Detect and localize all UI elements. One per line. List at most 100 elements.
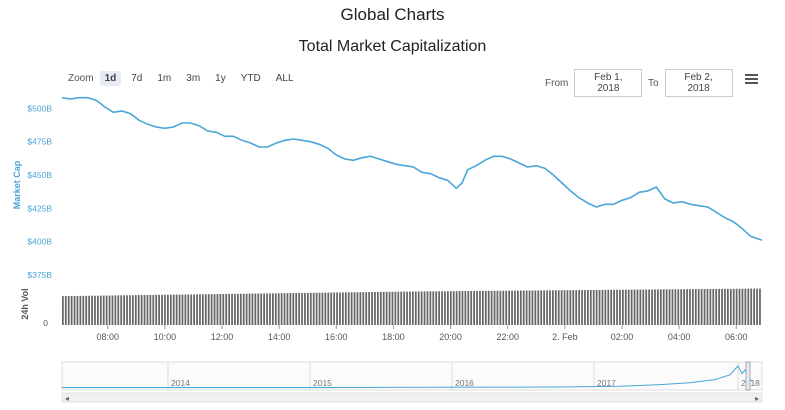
volume-bar [70, 296, 73, 325]
volume-bar [554, 290, 557, 325]
volume-bar [155, 294, 158, 325]
volume-bar [578, 290, 580, 325]
volume-zero-label: 0 [43, 318, 48, 328]
zoom-7d-button[interactable]: 7d [131, 73, 143, 84]
volume-bar [709, 288, 712, 325]
volume-bar [703, 289, 706, 325]
volume-bar [712, 288, 715, 325]
volume-bar [630, 289, 633, 325]
volume-bar [636, 289, 639, 325]
volume-bar [496, 290, 499, 325]
volume-bar [692, 289, 694, 325]
navigator-year-label: 2014 [171, 378, 190, 388]
volume-bar [487, 290, 490, 325]
zoom-1d-button[interactable]: 1d [99, 71, 122, 86]
volume-bar [651, 289, 653, 325]
hamburger-menu-icon[interactable] [745, 74, 758, 84]
navigator-year-label: 2016 [455, 378, 474, 388]
volume-bar [610, 289, 613, 325]
volume-bar [441, 291, 443, 325]
scrollbar-left-arrow[interactable]: ◂ [65, 394, 69, 403]
volume-bar [735, 288, 738, 325]
volume-bar [274, 293, 277, 325]
volume-bar [484, 290, 487, 325]
volume-bar [668, 289, 671, 325]
volume-bar [505, 290, 508, 325]
x-tick-label: 06:00 [725, 332, 748, 342]
volume-bar [169, 294, 172, 325]
navigator-handle [745, 361, 751, 391]
volume-bar [79, 295, 82, 325]
volume-bar [627, 289, 630, 325]
volume-bar [269, 293, 271, 325]
volume-bar [391, 291, 394, 325]
volume-bar [517, 290, 519, 325]
volume-bar [560, 290, 563, 325]
volume-bar [132, 295, 134, 325]
volume-bar [429, 291, 432, 325]
volume-bar [438, 291, 440, 325]
zoom-ytd-button[interactable]: YTD [240, 73, 261, 84]
volume-bar [228, 293, 230, 325]
volume-bar [152, 294, 155, 325]
volume-bar [175, 294, 178, 325]
volume-bar [461, 291, 464, 325]
volume-bar [458, 291, 461, 325]
zoom-1m-button[interactable]: 1m [157, 73, 172, 84]
volume-bar [187, 294, 190, 325]
volume-bar [76, 295, 79, 325]
volume-bar [694, 289, 697, 325]
volume-bar [97, 295, 99, 325]
volume-bar [99, 295, 102, 325]
x-tick-label: 14:00 [268, 332, 291, 342]
volume-bar [339, 292, 341, 325]
volume-bar [598, 289, 601, 325]
volume-bar [718, 288, 720, 325]
volume-bar [248, 293, 251, 325]
volume-bar [452, 291, 455, 325]
volume-bar [94, 295, 96, 325]
volume-bar [449, 291, 452, 325]
volume-bar [333, 292, 335, 325]
volume-bar [111, 295, 114, 325]
from-label: From [545, 77, 569, 89]
volume-bar [759, 288, 761, 325]
zoom-1y-button[interactable]: 1y [215, 73, 226, 84]
volume-bar [82, 295, 85, 325]
y-tick-label: $500B [27, 103, 52, 113]
volume-bar [473, 290, 475, 325]
volume-bar [199, 294, 201, 325]
volume-bar [374, 291, 376, 325]
scrollbar-right-arrow[interactable]: ▸ [755, 394, 759, 403]
volume-bar [406, 291, 408, 325]
volume-bar [587, 290, 589, 325]
volume-bar [190, 294, 193, 325]
zoom-all-button[interactable]: ALL [275, 73, 294, 84]
from-date-input[interactable]: Feb 1, 2018 [574, 69, 643, 97]
to-date-input[interactable]: Feb 2, 2018 [664, 69, 733, 97]
volume-bar [607, 289, 610, 325]
volume-bar [353, 292, 356, 325]
volume-bar [677, 289, 680, 325]
volume-bar [657, 289, 659, 325]
zoom-3m-button[interactable]: 3m [186, 73, 201, 84]
volume-bar [336, 292, 338, 325]
volume-bar [234, 293, 236, 325]
volume-bar [120, 295, 123, 325]
volume-bar [464, 291, 467, 325]
range-from: From Feb 1, 2018 [545, 69, 643, 97]
volume-bar [502, 290, 505, 325]
volume-bar [732, 288, 735, 325]
volume-bar [105, 295, 108, 325]
volume-bar [164, 294, 166, 325]
volume-bar [126, 295, 128, 325]
volume-bar [344, 292, 347, 325]
volume-bar [123, 295, 125, 325]
volume-bar [729, 288, 732, 325]
volume-bar [479, 290, 481, 325]
volume-bar [167, 294, 169, 325]
volume-bar [540, 290, 543, 325]
volume-bar [455, 291, 458, 325]
volume-bar [330, 292, 333, 325]
